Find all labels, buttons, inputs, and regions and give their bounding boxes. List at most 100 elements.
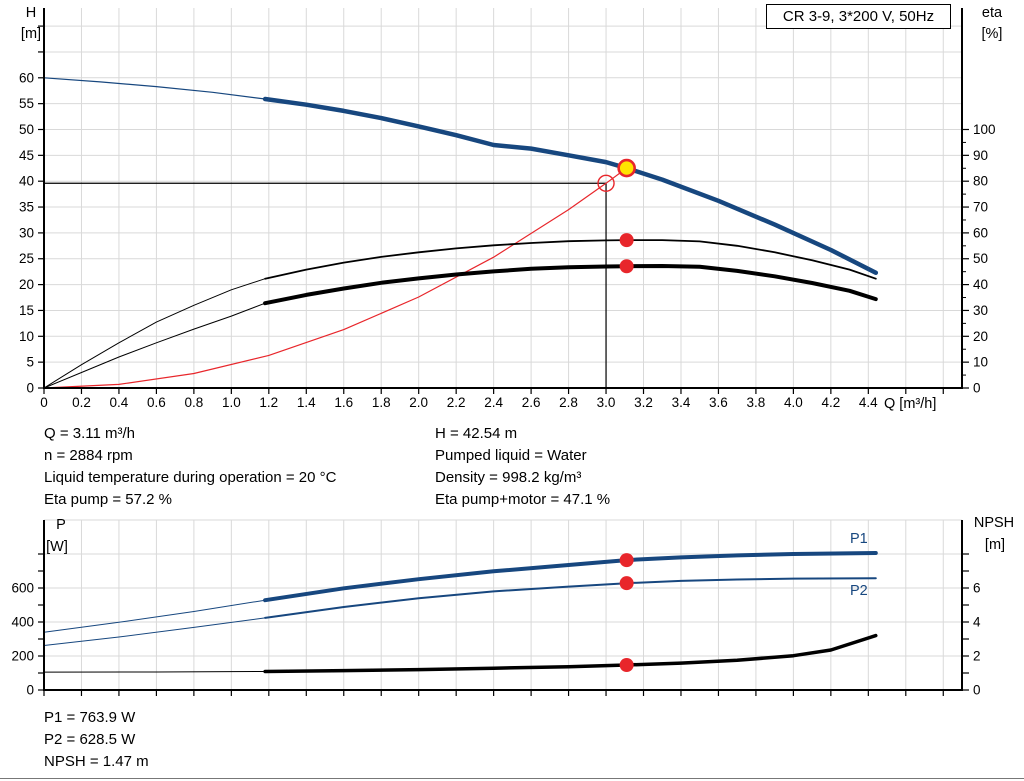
y-left-tick-label: 40 (19, 174, 34, 189)
series-qh (262, 96, 879, 275)
series-eta-pump-motor (263, 264, 878, 306)
p-axis-unit: [W] (46, 539, 68, 555)
p-axis-title: P (56, 517, 66, 533)
y-right-tick-label: 90 (973, 148, 988, 163)
duty-temperature-text: Liquid temperature during operation = 20… (44, 469, 337, 486)
series-eta-pump-lead (43, 278, 266, 389)
x-tick-label: 1.0 (222, 395, 241, 410)
series-p1-lead (43, 599, 266, 633)
x-tick-label: 1.4 (297, 395, 316, 410)
series-eta-pump-motor-lead (43, 302, 266, 389)
y-left-tick-label: 20 (19, 277, 34, 292)
y-right-tick-label: 80 (973, 174, 988, 189)
npsh-axis-unit: [m] (984, 537, 1006, 553)
p1-curve-label: P1 (850, 531, 868, 547)
eta-axis-unit: [%] (981, 26, 1003, 42)
duty-p2-text: P2 = 628.5 W (44, 731, 136, 748)
x-tick-label: 3.6 (709, 395, 728, 410)
y-left-tick-label: 60 (19, 70, 34, 85)
y-left-tick-label: 35 (19, 200, 34, 215)
y-left-tick-label: 30 (19, 225, 34, 240)
x-tick-label: 3.2 (634, 395, 653, 410)
y-right-tick-label: 10 (973, 355, 988, 370)
pump-type-title-box: CR 3-9, 3*200 V, 50Hz (766, 4, 951, 29)
series-qh-lead (43, 77, 266, 100)
x-tick-label: 3.8 (747, 395, 766, 410)
npsh-axis-title: NPSH (973, 515, 1015, 531)
x-tick-label: 4.4 (859, 395, 878, 410)
x-tick-label: 1.2 (259, 395, 278, 410)
x-tick-label: 1.6 (334, 395, 353, 410)
series-p1 (263, 551, 878, 603)
h-axis-unit: [m] (20, 26, 42, 42)
p1-duty-dot (619, 553, 634, 568)
y-left-tick-label: 0 (26, 381, 34, 396)
x-tick-label: 3.4 (672, 395, 691, 410)
requested-duty-ring (597, 174, 615, 192)
h-axis-title: H (25, 5, 37, 21)
x-tick-label: 0.4 (110, 395, 129, 410)
y-left-tick-label: 400 (11, 615, 34, 630)
y-right-tick-label: 6 (973, 581, 981, 596)
series-npsh-lead (43, 671, 266, 673)
x-tick-label: 4.0 (784, 395, 803, 410)
duty-p1-text: P1 = 763.9 W (44, 709, 136, 726)
series-eta-pump (264, 239, 877, 280)
duty-flow-text: Q = 3.11 m³/h (44, 425, 136, 442)
y-right-tick-label: 20 (973, 329, 988, 344)
series-npsh (263, 633, 878, 674)
y-right-tick-label: 2 (973, 649, 981, 664)
eta-pump-motor-duty-dot (619, 259, 634, 274)
y-left-tick-label: 0 (26, 683, 34, 698)
y-right-tick-label: 100 (973, 122, 996, 137)
x-tick-label: 4.2 (821, 395, 840, 410)
y-right-tick-label: 60 (973, 225, 988, 240)
y-right-tick-label: 4 (973, 615, 981, 630)
y-right-tick-label: 70 (973, 200, 988, 215)
y-left-tick-label: 600 (11, 581, 34, 596)
y-left-tick-label: 15 (19, 303, 34, 318)
p2-duty-dot (619, 576, 634, 591)
y-left-tick-label: 200 (11, 649, 34, 664)
npsh-duty-dot (619, 658, 634, 673)
x-tick-label: 3.0 (597, 395, 616, 410)
duty-liquid-text: Pumped liquid = Water (435, 447, 587, 464)
duty-npsh-text: NPSH = 1.47 m (44, 753, 149, 770)
bottom-divider (0, 778, 1024, 779)
duty-eta-pump-motor-text: Eta pump+motor = 47.1 % (435, 491, 611, 508)
duty-density-text: Density = 998.2 kg/m³ (435, 469, 582, 486)
duty-eta-pump-text: Eta pump = 57.2 % (44, 491, 172, 508)
y-left-tick-label: 5 (26, 355, 34, 370)
y-left-tick-label: 45 (19, 148, 34, 163)
eta-pump-duty-dot (619, 233, 634, 248)
x-tick-label: 2.8 (559, 395, 578, 410)
y-left-tick-label: 55 (19, 96, 34, 111)
p2-curve-label: P2 (850, 583, 868, 599)
x-tick-label: 2.2 (447, 395, 466, 410)
x-tick-label: 1.8 (372, 395, 391, 410)
y-right-tick-label: 30 (973, 303, 988, 318)
y-left-tick-label: 10 (19, 329, 34, 344)
y-right-tick-label: 40 (973, 277, 988, 292)
y-right-tick-label: 0 (973, 683, 981, 698)
x-tick-label: 2.6 (522, 395, 541, 410)
duty-head-text: H = 42.54 m (435, 425, 518, 442)
duty-point (617, 158, 636, 178)
x-tick-label: 2.4 (484, 395, 503, 410)
q-axis-title: Q [m³/h] (884, 396, 937, 412)
y-right-tick-label: 0 (973, 381, 981, 396)
x-tick-label: 0.2 (72, 395, 91, 410)
series-system-curve (43, 167, 628, 389)
series-p2-lead (43, 617, 266, 646)
x-tick-label: 2.0 (409, 395, 428, 410)
x-tick-label: 0 (40, 395, 48, 410)
y-left-tick-label: 25 (19, 251, 34, 266)
series-p2 (264, 577, 877, 619)
y-right-tick-label: 50 (973, 251, 988, 266)
duty-speed-text: n = 2884 rpm (44, 447, 133, 464)
x-tick-label: 0.8 (184, 395, 203, 410)
y-left-tick-label: 50 (19, 122, 34, 137)
eta-axis-title: eta (981, 5, 1003, 21)
